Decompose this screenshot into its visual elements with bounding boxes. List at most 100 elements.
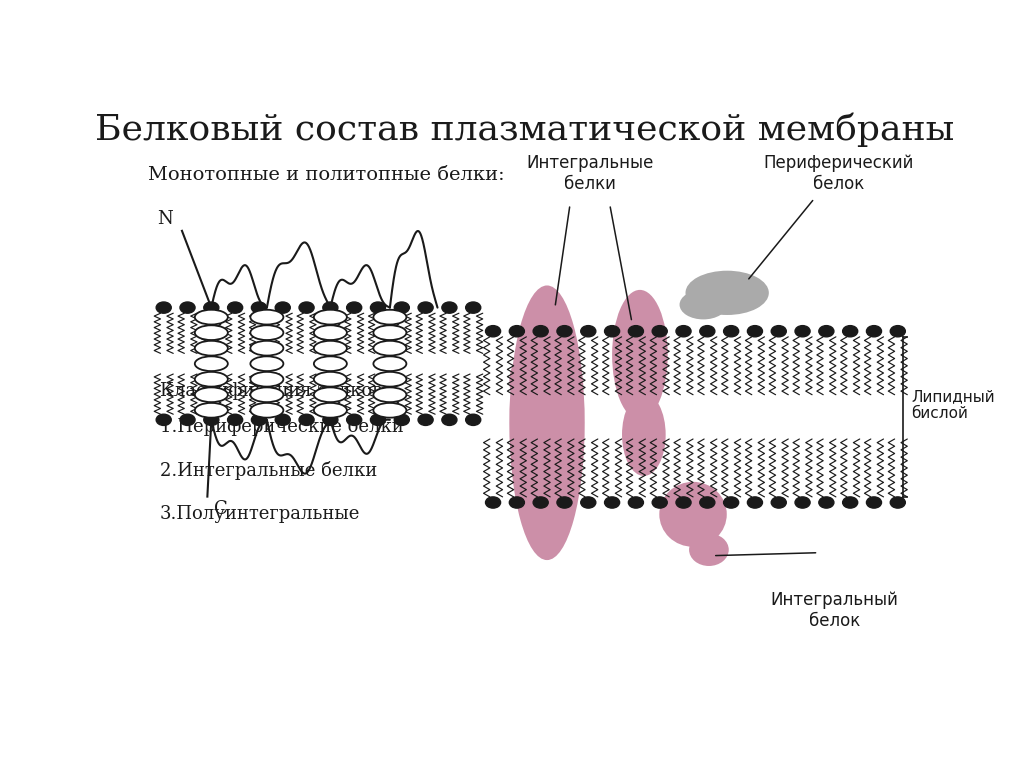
Text: Белковый состав плазматической мембраны: Белковый состав плазматической мембраны <box>95 113 954 147</box>
Text: Классификация белков:: Классификация белков: <box>160 381 388 400</box>
Circle shape <box>466 302 480 313</box>
Circle shape <box>771 497 786 508</box>
Ellipse shape <box>251 387 284 402</box>
Circle shape <box>557 326 572 337</box>
Circle shape <box>795 497 810 508</box>
Ellipse shape <box>374 387 407 402</box>
Ellipse shape <box>612 290 668 420</box>
Circle shape <box>604 326 620 337</box>
Circle shape <box>843 497 858 508</box>
Circle shape <box>323 414 338 426</box>
Circle shape <box>371 302 385 313</box>
Circle shape <box>204 414 219 426</box>
Ellipse shape <box>509 285 585 560</box>
Circle shape <box>157 302 171 313</box>
Circle shape <box>227 414 243 426</box>
Circle shape <box>843 326 858 337</box>
Circle shape <box>347 414 361 426</box>
Ellipse shape <box>622 393 666 476</box>
Circle shape <box>819 497 834 508</box>
Ellipse shape <box>314 341 347 356</box>
Ellipse shape <box>374 325 407 340</box>
Ellipse shape <box>251 325 284 340</box>
Ellipse shape <box>509 346 569 417</box>
Ellipse shape <box>314 357 347 371</box>
Circle shape <box>485 497 501 508</box>
Ellipse shape <box>314 403 347 418</box>
Circle shape <box>866 497 882 508</box>
Ellipse shape <box>689 534 729 566</box>
Circle shape <box>180 414 195 426</box>
Ellipse shape <box>251 372 284 387</box>
Ellipse shape <box>685 271 769 315</box>
Circle shape <box>299 302 314 313</box>
Circle shape <box>866 326 882 337</box>
Circle shape <box>629 326 643 337</box>
Text: Интегральный
белок: Интегральный белок <box>770 591 898 630</box>
Circle shape <box>442 414 457 426</box>
Ellipse shape <box>251 310 284 324</box>
Circle shape <box>676 326 691 337</box>
Ellipse shape <box>195 387 227 402</box>
Circle shape <box>724 326 738 337</box>
Circle shape <box>252 302 266 313</box>
Ellipse shape <box>314 325 347 340</box>
Ellipse shape <box>374 403 407 418</box>
Circle shape <box>890 326 905 337</box>
Circle shape <box>180 302 195 313</box>
Ellipse shape <box>251 357 284 371</box>
Circle shape <box>347 302 361 313</box>
Circle shape <box>652 326 668 337</box>
Text: Интегральные
белки: Интегральные белки <box>526 154 653 193</box>
Ellipse shape <box>659 482 727 547</box>
Circle shape <box>157 414 171 426</box>
Ellipse shape <box>195 357 227 371</box>
Circle shape <box>748 497 763 508</box>
Circle shape <box>299 414 314 426</box>
Ellipse shape <box>314 372 347 387</box>
Circle shape <box>557 497 572 508</box>
Text: 1.Периферические белки: 1.Периферические белки <box>160 417 403 436</box>
Circle shape <box>394 414 410 426</box>
Circle shape <box>418 302 433 313</box>
Circle shape <box>890 497 905 508</box>
Ellipse shape <box>374 341 407 356</box>
Ellipse shape <box>374 310 407 324</box>
Circle shape <box>485 326 501 337</box>
Circle shape <box>604 497 620 508</box>
Circle shape <box>534 497 548 508</box>
Ellipse shape <box>314 310 347 324</box>
Ellipse shape <box>374 357 407 371</box>
Circle shape <box>581 497 596 508</box>
Circle shape <box>275 414 290 426</box>
Circle shape <box>509 497 524 508</box>
Circle shape <box>442 302 457 313</box>
Circle shape <box>748 326 763 337</box>
Ellipse shape <box>195 325 227 340</box>
Text: 3.Полуинтегральные: 3.Полуинтегральные <box>160 505 360 523</box>
Circle shape <box>699 326 715 337</box>
Circle shape <box>629 497 643 508</box>
Text: Периферический
белок: Периферический белок <box>763 154 913 193</box>
Ellipse shape <box>251 341 284 356</box>
Circle shape <box>652 497 668 508</box>
Circle shape <box>699 497 715 508</box>
Ellipse shape <box>314 387 347 402</box>
Ellipse shape <box>680 290 727 319</box>
Circle shape <box>771 326 786 337</box>
Ellipse shape <box>251 403 284 418</box>
Circle shape <box>227 302 243 313</box>
Circle shape <box>581 326 596 337</box>
Circle shape <box>394 302 410 313</box>
Text: Липидный
бислой: Липидный бислой <box>911 389 995 421</box>
Circle shape <box>509 326 524 337</box>
Text: N: N <box>157 210 172 228</box>
Circle shape <box>534 326 548 337</box>
Text: 2.Интегральные белки: 2.Интегральные белки <box>160 461 377 480</box>
Circle shape <box>466 414 480 426</box>
Circle shape <box>323 302 338 313</box>
Circle shape <box>724 497 738 508</box>
Circle shape <box>795 326 810 337</box>
Ellipse shape <box>195 341 227 356</box>
Text: Монотопные и политопные белки:: Монотопные и политопные белки: <box>147 166 505 184</box>
